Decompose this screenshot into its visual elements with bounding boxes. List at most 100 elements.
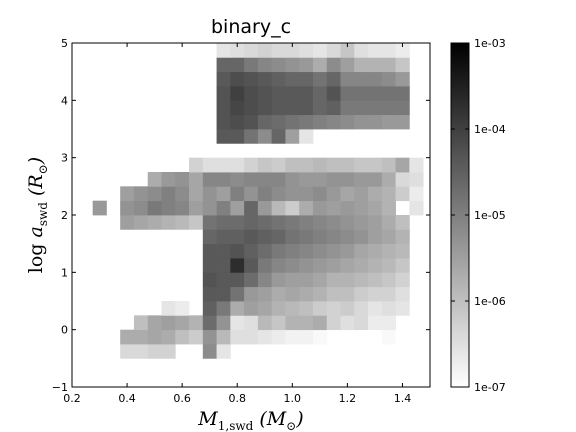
heatmap-bin [189, 315, 204, 331]
heatmap-bin [271, 86, 286, 101]
heatmap-bin [202, 286, 217, 302]
heatmap-bin [230, 329, 245, 345]
heatmap-bin [216, 86, 231, 101]
heatmap-bin [161, 315, 176, 331]
heatmap-bin [230, 86, 245, 101]
heatmap-bin [312, 57, 328, 73]
colorbar-ticks: 1e-07 1e-06 1e-05 1e-04 1e-03 [451, 37, 506, 394]
heatmap-bin [285, 57, 300, 73]
heatmap-bin [354, 243, 369, 259]
heatmap-bin [271, 43, 286, 58]
heatmap-bin [409, 172, 424, 187]
heatmap-bin [285, 100, 300, 116]
heatmap-bin [340, 200, 355, 216]
heatmap-bin [202, 215, 217, 230]
heatmap-bin [340, 43, 355, 58]
heatmap-bin [147, 200, 162, 216]
heatmap-bin [368, 71, 383, 87]
heatmap-bin [189, 200, 204, 216]
heatmap-bin [244, 186, 259, 202]
heatmap-bin [271, 57, 286, 73]
heatmap-bin [354, 100, 369, 116]
heatmap-bin [326, 272, 341, 288]
heatmap-bin [381, 200, 396, 216]
heatmap-bin [271, 100, 286, 116]
heatmap-bin [312, 229, 328, 245]
heatmap-bin [244, 43, 259, 58]
heatmap-bin [202, 243, 217, 259]
heatmap-bin [216, 114, 231, 130]
y-tick-label: 5 [61, 37, 68, 50]
heatmap-bin [285, 172, 300, 187]
heatmap-bin [257, 114, 273, 130]
heatmap-bin [285, 129, 300, 144]
heatmap-bin [368, 43, 383, 58]
heatmap-bin [230, 215, 245, 230]
heatmap-bin [133, 344, 149, 359]
heatmap-bin [216, 43, 231, 58]
heatmap-bin [326, 229, 341, 245]
heatmap-bin [354, 172, 369, 187]
heatmap-bin [257, 186, 273, 202]
heatmap-bin [354, 157, 369, 173]
heatmap-bin [244, 215, 259, 230]
heatmap-bin [354, 258, 369, 273]
heatmap-bin [230, 258, 245, 273]
heatmap-bin [285, 243, 300, 259]
heatmap-bin [326, 43, 341, 58]
heatmap-bin [244, 129, 259, 144]
heatmap-bin [257, 258, 273, 273]
heatmap-bin [340, 229, 355, 245]
heatmap-bin [133, 329, 149, 345]
x-tick-label: 0.6 [173, 392, 191, 405]
heatmap-bin [244, 301, 259, 316]
heatmap-bin [257, 129, 273, 144]
y-tick-label: 3 [61, 152, 68, 165]
heatmap-bin [368, 315, 383, 331]
heatmap-bin [354, 43, 369, 58]
heatmap-bin [395, 186, 410, 202]
heatmap-bin [354, 71, 369, 87]
heatmap-bin [161, 172, 176, 187]
heatmap-bin [271, 157, 286, 173]
y-tick-label: 2 [61, 209, 68, 222]
heatmap-bin [354, 301, 369, 316]
heatmap-bin [257, 57, 273, 73]
heatmap-bin [271, 71, 286, 87]
heatmap-bin [216, 172, 231, 187]
heatmap-bin [299, 57, 314, 73]
colorbar-tick-label: 1e-04 [474, 123, 506, 136]
heatmap-bin [244, 258, 259, 273]
heatmap-bin [395, 43, 410, 58]
heatmap-bin [340, 215, 355, 230]
heatmap-bin [312, 86, 328, 101]
heatmap-bin [354, 315, 369, 331]
heatmap-bin [257, 100, 273, 116]
heatmap-bin [395, 329, 410, 345]
heatmap-bin [299, 200, 314, 216]
heatmap-bin [257, 86, 273, 101]
heatmap-bin [381, 215, 396, 230]
heatmap-bin [202, 200, 217, 216]
heatmap-bin [285, 157, 300, 173]
heatmap-bin [381, 301, 396, 316]
heatmap-bin [133, 200, 149, 216]
heatmap-bin [409, 186, 424, 202]
heatmap-bin [216, 157, 231, 173]
heatmap-bin [340, 100, 355, 116]
heatmap-bin [326, 315, 341, 331]
heatmap-bin [230, 57, 245, 73]
heatmap-bin [230, 114, 245, 130]
heatmap-bin [368, 57, 383, 73]
heatmap-bin [326, 157, 341, 173]
heatmap-bin [395, 86, 410, 101]
heatmap-bin [381, 172, 396, 187]
heatmap-bin [202, 229, 217, 245]
heatmap-bin [354, 86, 369, 101]
heatmap-bin [230, 301, 245, 316]
heatmap-bin [340, 272, 355, 288]
heatmap-bin [216, 329, 231, 345]
heatmap-bin [285, 200, 300, 216]
heatmap-bin [312, 200, 328, 216]
